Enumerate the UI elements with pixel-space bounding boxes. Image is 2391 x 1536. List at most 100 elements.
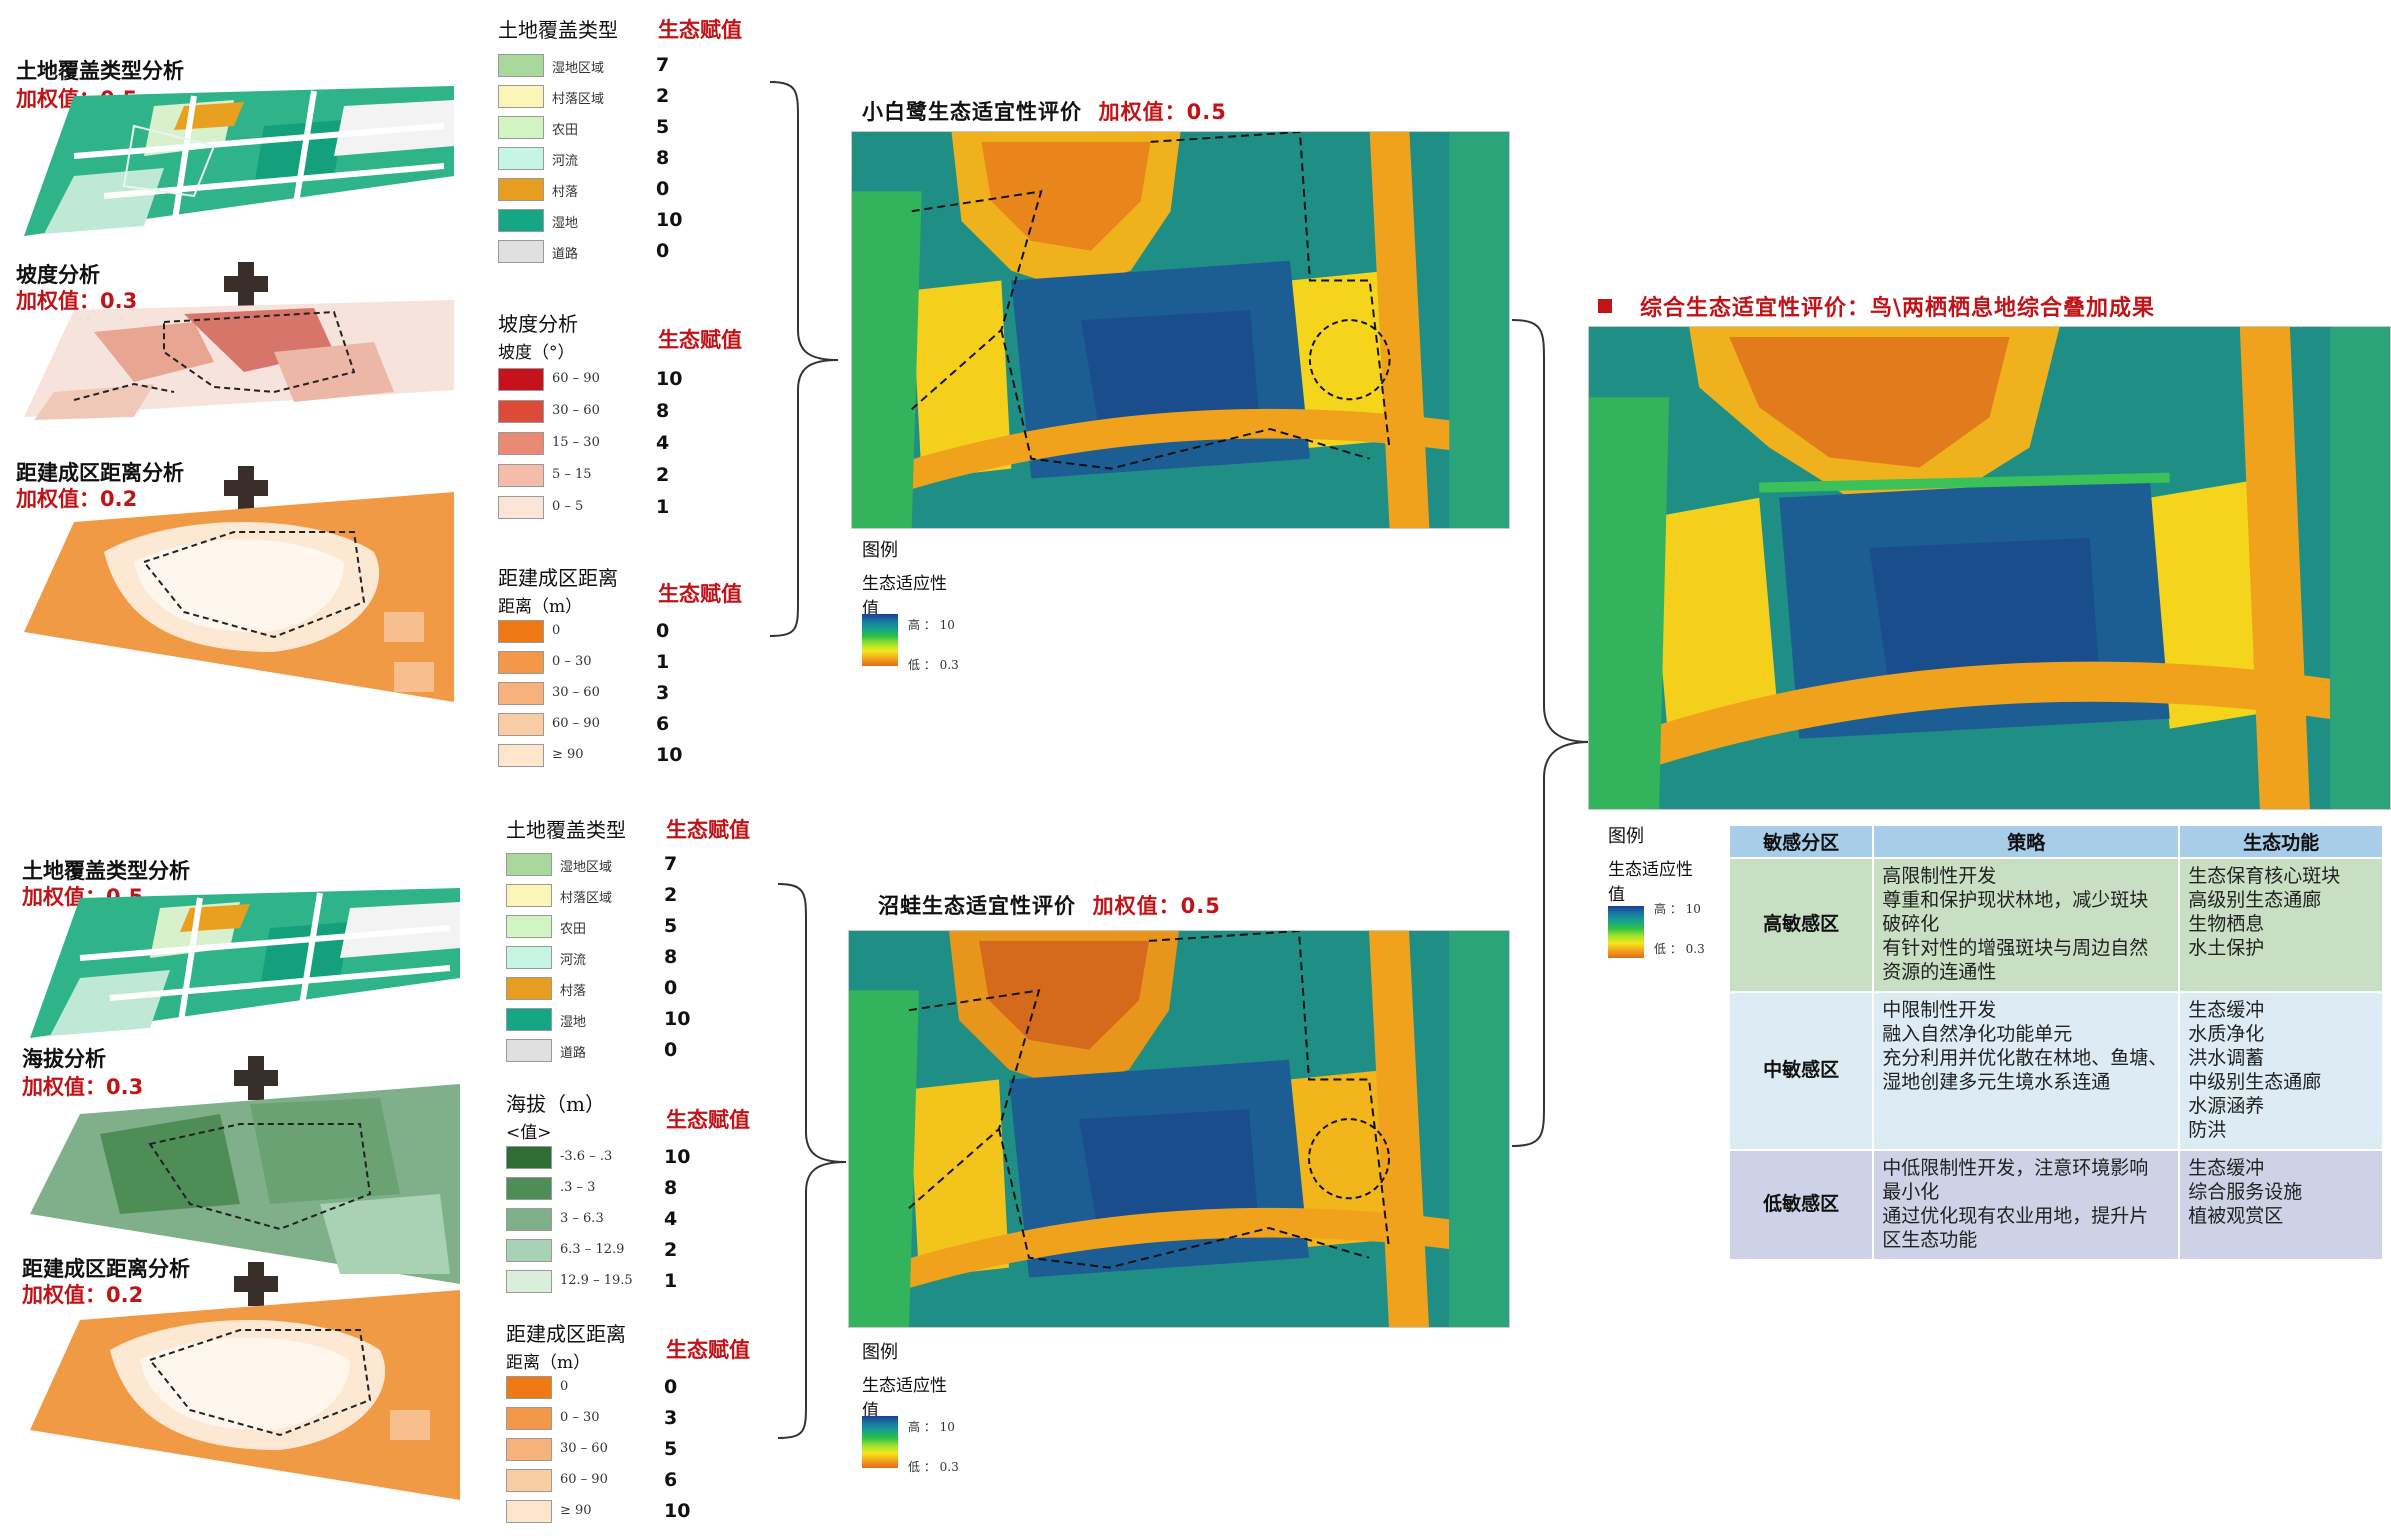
legend-row: 3 – 6.3 4 (506, 1208, 756, 1232)
composite-legend-ramp (1608, 906, 1644, 958)
legend-row: 12.9 – 19.5 1 (506, 1270, 756, 1294)
legend-score: 5 (656, 116, 670, 138)
legend-label: 河流 (552, 154, 579, 169)
frog-legend-low: 低 ： 0.3 (908, 1460, 959, 1474)
legend-swatch (498, 744, 544, 767)
strategy-line: 高限制性开发 (1882, 866, 1997, 887)
legend-row: 农田 5 (506, 915, 756, 939)
frog-map-title: 沼蛙生态适宜性评价 加权值：0.5 (878, 890, 1221, 920)
composite-legend-value: 值 (1608, 885, 1625, 905)
layer-weight-distance: 加权值：0.2 (16, 487, 138, 511)
legend-score: 0 (664, 1376, 678, 1398)
function-line: 中级别生态通廊 (2188, 1072, 2322, 1093)
legend-row: 道路 0 (506, 1039, 756, 1063)
function-line: 水质净化 (2188, 1024, 2265, 1045)
legend-row: 道路 0 (498, 240, 748, 264)
legend-score: 4 (664, 1208, 678, 1230)
legend-score-heading: 生态赋值 (658, 328, 742, 352)
strategy-line: 区生态功能 (1882, 1230, 1978, 1251)
legend-row: 湿地区域 7 (498, 54, 748, 78)
strategy-line: 通过优化现有农业用地，提升片 (1882, 1206, 2149, 1227)
legend-swatch (498, 209, 544, 232)
legend-row: 30 – 60 8 (498, 400, 748, 424)
function-cell: 生态缓冲 综合服务设施 植被观赏区 (2179, 1150, 2384, 1261)
legend-score: 3 (664, 1407, 678, 1429)
legend-swatch (506, 853, 552, 876)
legend-swatch (506, 946, 552, 969)
legend-row: 60 – 90 10 (498, 368, 748, 392)
plus-icon (224, 262, 268, 306)
strategy-line: 湿地创建多元生境水系连通 (1882, 1072, 2111, 1093)
zone-cell: 高敏感区 (1730, 858, 1875, 993)
legend-score: 0 (664, 977, 678, 999)
layer-title-distance: 距建成区距离分析 (22, 1257, 190, 1281)
legend-row: 0 – 5 1 (498, 496, 748, 520)
legend-swatch (498, 178, 544, 201)
table-header-strategy: 策略 (1873, 826, 2181, 859)
plus-icon (224, 466, 268, 510)
legend-subheading: <值> (506, 1123, 552, 1143)
legend-row: 5 – 15 2 (498, 464, 748, 488)
legend-swatch (506, 915, 552, 938)
legend-label: 湿地区域 (552, 61, 605, 76)
strategy-line: 融入自然净化功能单元 (1882, 1024, 2073, 1045)
legend-row: 村落 0 (506, 977, 756, 1001)
legend-label: 12.9 – 19.5 (560, 1273, 633, 1288)
legend-swatch (506, 1177, 552, 1200)
legend-swatch (506, 1008, 552, 1031)
legend-subheading: 距离（m） (498, 597, 583, 617)
legend-score: 10 (664, 1008, 691, 1030)
legend-row: 60 – 90 6 (498, 713, 748, 737)
legend-label: 湿地 (552, 216, 579, 231)
legend-swatch (506, 1407, 552, 1430)
legend-label: 0 (552, 623, 561, 638)
function-line: 水土保护 (2188, 938, 2265, 959)
frog-legend-name: 生态适应性 (862, 1376, 947, 1396)
legend-row: 0 – 30 3 (506, 1407, 756, 1431)
legend-swatch (498, 496, 544, 519)
composite-legend-name: 生态适应性 (1608, 860, 1693, 880)
table-row: 中敏感区 中限制性开发 融入自然净化功能单元 充分利用并优化散在林地、鱼塘、 湿… (1730, 992, 2384, 1151)
legend-label: 60 – 90 (552, 716, 600, 731)
table-row: 低敏感区 中低限制性开发，注意环境影响 最小化 通过优化现有农业用地，提升片 区… (1730, 1150, 2384, 1261)
egret-legend-ramp (862, 614, 898, 666)
legend-label: 道路 (560, 1046, 587, 1061)
function-line: 高级别生态通廊 (2188, 890, 2322, 911)
legend-score: 8 (656, 400, 670, 422)
strategy-cell: 中限制性开发 融入自然净化功能单元 充分利用并优化散在林地、鱼塘、 湿地创建多元… (1873, 992, 2181, 1151)
legend-score: 0 (656, 178, 670, 200)
legend-row: 湿地 10 (498, 209, 748, 233)
legend-score: 1 (656, 651, 670, 673)
legend-swatch (498, 240, 544, 263)
strategy-line: 中限制性开发 (1882, 1000, 1997, 1021)
function-line: 生态保育核心斑块 (2188, 866, 2341, 887)
top-bracket (769, 81, 839, 637)
table-row: 高敏感区 高限制性开发 尊重和保护现状林地，减少斑块 破碎化 有针对性的增强斑块… (1730, 858, 2384, 993)
plus-icon (234, 1056, 278, 1100)
landcover-layer-map (14, 86, 454, 236)
legend-row: 农田 5 (498, 116, 748, 140)
legend-score: 6 (656, 713, 670, 735)
function-line: 生物栖息 (2188, 914, 2265, 935)
egret-legend-name: 生态适应性 (862, 574, 947, 594)
legend-label: 30 – 60 (560, 1441, 608, 1456)
legend-label: 0 – 5 (552, 499, 584, 514)
function-line: 植被观赏区 (2188, 1206, 2284, 1227)
strategy-line: 最小化 (1882, 1182, 1940, 1203)
legend-heading: 距建成区距离 (498, 566, 618, 590)
legend-score: 2 (664, 884, 678, 906)
frog-legend-title: 图例 (862, 1342, 898, 1363)
legend-row: 村落 0 (498, 178, 748, 202)
legend-score: 7 (656, 54, 670, 76)
function-line: 生态缓冲 (2188, 1158, 2265, 1179)
legend-score: 10 (664, 1500, 691, 1522)
legend-label: .3 – 3 (560, 1180, 596, 1195)
legend-row: -3.6 – .3 10 (506, 1146, 756, 1170)
legend-score-heading: 生态赋值 (666, 1108, 750, 1132)
frog-legend-high: 高 ： 10 (908, 1420, 955, 1434)
legend-label: ≥ 90 (552, 747, 584, 762)
bottom-bracket (777, 883, 847, 1439)
legend-score: 7 (664, 853, 678, 875)
